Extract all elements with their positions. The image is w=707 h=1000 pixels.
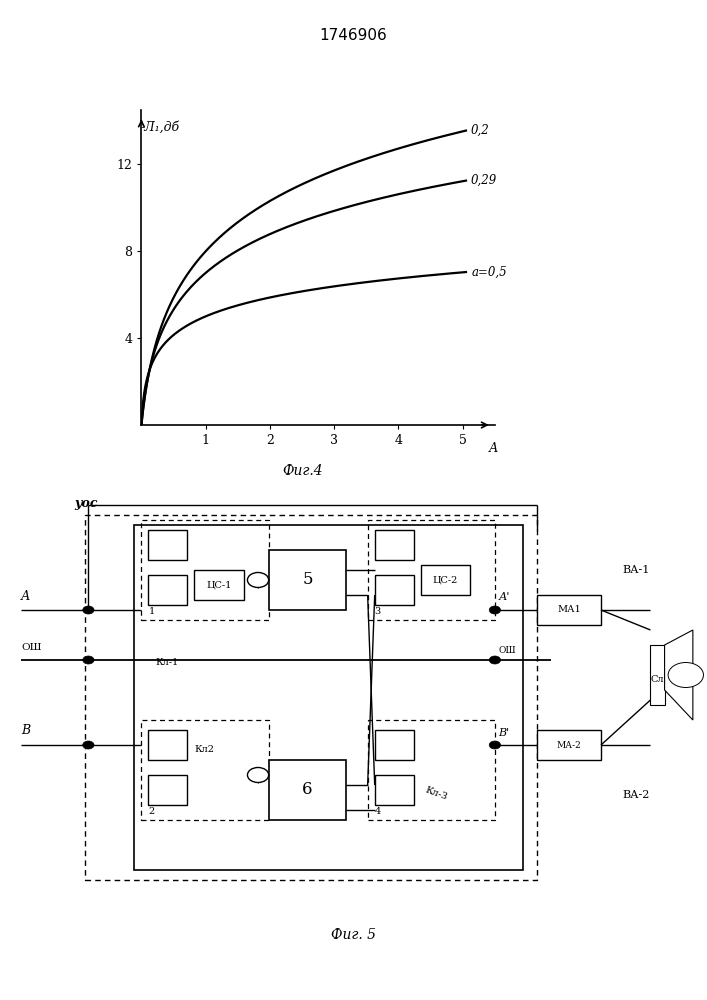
Text: 2: 2 (148, 808, 155, 816)
Text: ОШ: ОШ (21, 644, 42, 652)
FancyBboxPatch shape (537, 595, 601, 625)
FancyBboxPatch shape (148, 530, 187, 560)
FancyBboxPatch shape (375, 775, 414, 805)
Text: В': В' (498, 728, 510, 738)
Circle shape (83, 606, 94, 614)
Text: 0,2: 0,2 (471, 124, 490, 137)
Circle shape (668, 662, 703, 688)
Text: Кл-1: Кл-1 (156, 658, 179, 667)
Circle shape (83, 656, 94, 664)
Polygon shape (665, 630, 693, 720)
Text: А': А' (498, 592, 510, 602)
Text: а=0,5: а=0,5 (471, 265, 507, 278)
Text: ВА-2: ВА-2 (622, 790, 650, 800)
Text: 1746906: 1746906 (320, 28, 387, 43)
Text: ОШ: ОШ (498, 646, 516, 655)
Text: -Л₁,дб: -Л₁,дб (140, 121, 180, 134)
Text: МА-2: МА-2 (556, 740, 582, 750)
Text: ЦС-1: ЦС-1 (206, 580, 232, 589)
Circle shape (489, 606, 501, 614)
Text: В: В (21, 724, 30, 738)
Circle shape (489, 741, 501, 749)
Text: 6: 6 (303, 782, 312, 798)
Text: А: А (489, 442, 498, 455)
Text: 3: 3 (375, 607, 381, 616)
Text: А: А (21, 589, 30, 602)
Text: ЦС-2: ЦС-2 (433, 576, 458, 584)
FancyBboxPatch shape (148, 730, 187, 760)
Text: 0,29: 0,29 (471, 174, 497, 187)
Text: 5: 5 (303, 572, 312, 588)
Text: 4: 4 (375, 808, 381, 816)
Text: МА1: МА1 (557, 605, 581, 614)
FancyBboxPatch shape (148, 575, 187, 605)
FancyBboxPatch shape (537, 730, 601, 760)
FancyBboxPatch shape (375, 530, 414, 560)
FancyBboxPatch shape (421, 565, 470, 595)
FancyBboxPatch shape (269, 550, 346, 610)
Circle shape (247, 768, 269, 782)
Text: ВА-1: ВА-1 (622, 565, 650, 575)
Text: Фиг. 5: Фиг. 5 (331, 928, 376, 942)
FancyBboxPatch shape (650, 645, 665, 705)
Text: Кл-3: Кл-3 (424, 786, 449, 802)
Circle shape (489, 656, 501, 664)
FancyBboxPatch shape (148, 775, 187, 805)
Text: Сл: Сл (650, 676, 664, 684)
Text: уос: уос (74, 497, 98, 510)
Text: Фиг.4: Фиг.4 (282, 464, 322, 478)
Text: Кл2: Кл2 (194, 746, 214, 754)
FancyBboxPatch shape (269, 760, 346, 820)
FancyBboxPatch shape (375, 575, 414, 605)
Circle shape (247, 572, 269, 587)
Text: 1: 1 (148, 607, 155, 616)
FancyBboxPatch shape (375, 730, 414, 760)
FancyBboxPatch shape (194, 570, 244, 600)
Circle shape (83, 741, 94, 749)
